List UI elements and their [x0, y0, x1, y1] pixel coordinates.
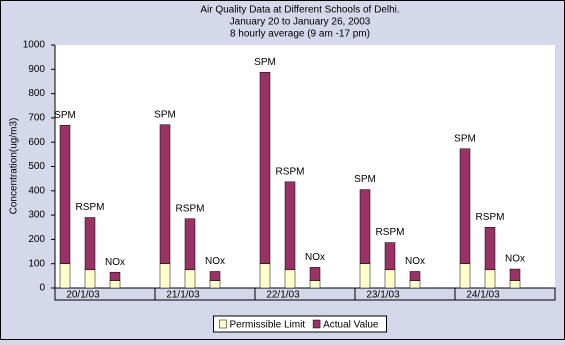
bar-segment [159, 124, 171, 264]
bar-segment [484, 227, 496, 271]
bar-segment [259, 71, 271, 264]
y-tick-label: 0 [39, 283, 45, 294]
y-tick-label: 200 [28, 234, 45, 245]
bar-label: RSPM [76, 202, 105, 213]
y-tick-label: 100 [28, 258, 45, 269]
x-tick-label: 21/1/03 [166, 290, 200, 301]
bar-label: SPM [154, 109, 176, 120]
bar-label: NOx [205, 256, 225, 267]
x-axis-band [54, 287, 556, 301]
bar-segment [259, 263, 271, 289]
bar-label: SPM [354, 174, 376, 185]
y-tick-label: 600 [28, 137, 45, 148]
bar-label: RSPM [276, 166, 305, 177]
chart-subtitle: January 20 to January 26, 2003 [230, 17, 371, 28]
chart-subtitle: 8 hourly average (9 am -17 pm) [230, 29, 370, 40]
y-tick-label: 900 [28, 64, 45, 75]
bar-segment [109, 280, 121, 289]
bar-label: NOx [505, 254, 525, 265]
x-tick-label: 20/1/03 [66, 290, 100, 301]
y-tick-label: 700 [28, 113, 45, 124]
bar-segment [209, 280, 221, 289]
legend-swatch [312, 319, 321, 329]
bar-segment [384, 269, 396, 289]
y-tick-label: 300 [28, 210, 45, 221]
bar-segment [59, 124, 71, 264]
y-tick-label: 800 [28, 88, 45, 99]
bar-segment [309, 280, 321, 289]
x-tick-label: 24/1/03 [466, 290, 500, 301]
bar-segment [209, 271, 221, 281]
bar-segment [359, 189, 371, 264]
bar-segment [284, 269, 296, 289]
bar-segment [359, 263, 371, 289]
y-tick-label: 500 [28, 161, 45, 172]
bar-label: RSPM [476, 212, 505, 223]
legend-swatch [219, 319, 227, 329]
legend-label: Permissible Limit [230, 320, 306, 331]
bar-segment [459, 263, 471, 289]
bar-segment [184, 218, 196, 271]
bar-segment [384, 242, 396, 271]
bar-segment [484, 269, 496, 289]
bar-segment [309, 267, 321, 281]
bar-segment [184, 269, 196, 289]
bar-label: NOx [405, 256, 425, 267]
plot-area [55, 45, 555, 288]
bar-segment [509, 268, 521, 281]
bar-segment [109, 271, 121, 281]
bar-label: NOx [305, 252, 325, 263]
bar-segment [84, 269, 96, 289]
chart-title: Air Quality Data at Different Schools of… [200, 5, 399, 16]
bar-segment [84, 217, 96, 271]
bar-segment [509, 280, 521, 289]
bar-segment [59, 263, 71, 289]
legend-label: Actual Value [323, 320, 379, 331]
y-tick-label: 400 [28, 185, 45, 196]
bar-segment [284, 181, 296, 271]
bar-segment [459, 148, 471, 264]
bar-label: RSPM [176, 203, 205, 214]
bar-segment [159, 263, 171, 289]
bar-segment [409, 271, 421, 281]
y-axis-label: Concentration(ug/m3) [9, 118, 20, 215]
x-tick-label: 22/1/03 [266, 290, 300, 301]
y-tick-label: 1000 [23, 40, 46, 51]
bar-label: SPM [54, 110, 76, 121]
bar-label: SPM [254, 57, 276, 68]
bar-segment [409, 280, 421, 289]
bar-label: RSPM [376, 227, 405, 238]
legend-box [213, 315, 387, 333]
bar-label: SPM [454, 133, 476, 144]
x-tick-label: 23/1/03 [366, 290, 400, 301]
bar-label: NOx [105, 257, 125, 268]
